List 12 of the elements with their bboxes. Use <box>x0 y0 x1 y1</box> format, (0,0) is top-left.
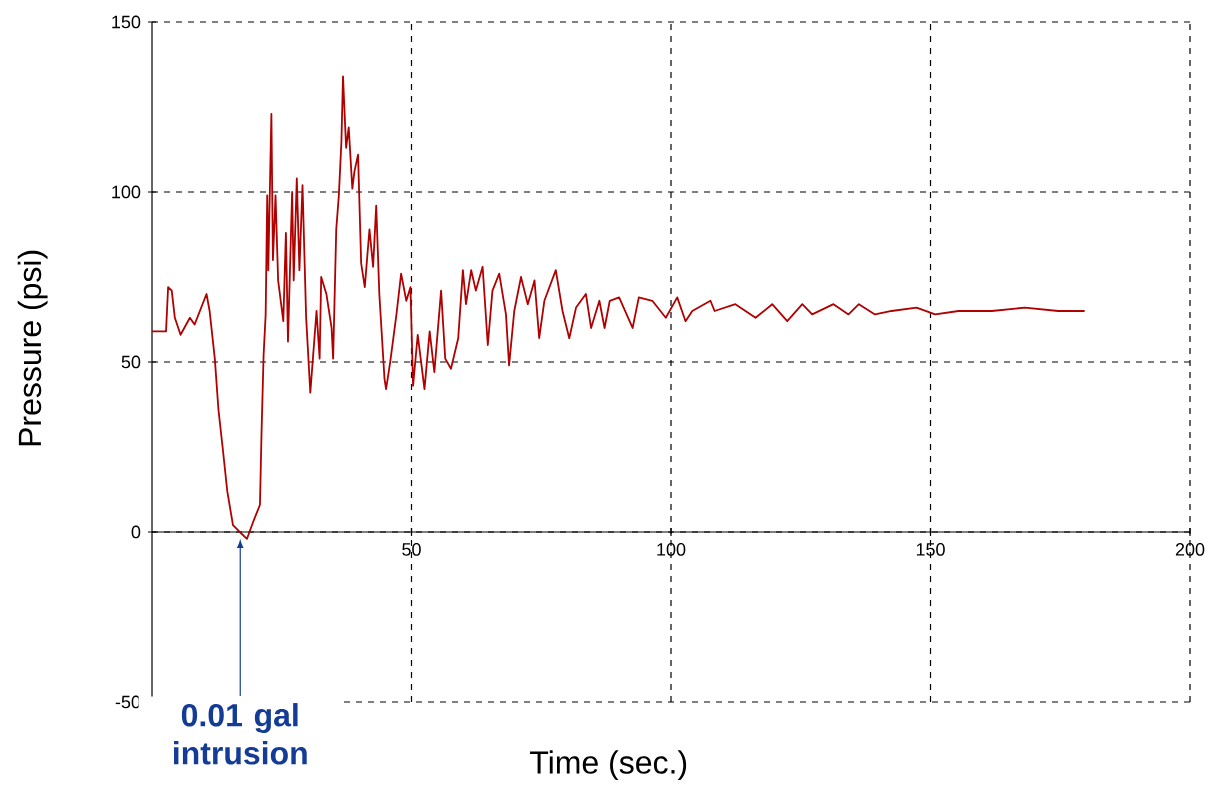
y-tick-label: 150 <box>112 15 141 29</box>
x-tick-label: 100 <box>657 543 686 556</box>
x-tick-label: 50 <box>402 543 421 556</box>
x-tick-label: 200 <box>1175 543 1205 556</box>
line-series <box>151 75 1086 540</box>
y-tick-label: 50 <box>121 355 141 369</box>
y-tick-label: 100 <box>112 185 141 199</box>
y-axis-title: Pressure (psi) <box>17 250 48 446</box>
y-tick-label: 0 <box>131 525 141 539</box>
x-tick-label: 150 <box>916 543 945 556</box>
annotation: 0.01 gal intrusion <box>174 703 307 765</box>
x-axis-title: Time (sec.) <box>530 750 687 781</box>
